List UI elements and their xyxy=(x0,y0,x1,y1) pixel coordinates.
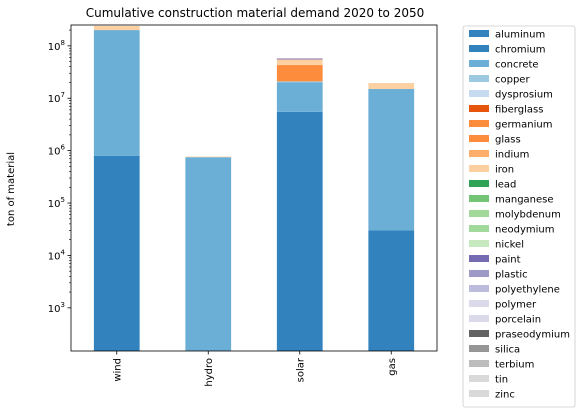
y-tick-label: 106 xyxy=(48,144,66,158)
bar-wind-chromium xyxy=(93,155,140,351)
legend-label-polyethylene: polyethylene xyxy=(495,285,560,296)
legend-label-silica: silica xyxy=(495,345,520,356)
legend-swatch-dysprosium xyxy=(469,90,489,97)
legend-label-paint: paint xyxy=(495,255,521,266)
bar-wind-iron xyxy=(93,25,140,31)
plot-frame xyxy=(70,24,438,352)
legend-swatch-polymer xyxy=(469,300,489,307)
x-tick-label-gas: gas xyxy=(387,358,398,376)
legend-swatch-germanium xyxy=(469,120,489,127)
bar-gas-concrete xyxy=(368,89,415,231)
y-tick-label: 104 xyxy=(48,248,66,262)
legend-label-indium: indium xyxy=(495,150,529,161)
legend-label-lead: lead xyxy=(495,180,516,191)
y-tick-label: 105 xyxy=(48,196,65,210)
legend-label-terbium: terbium xyxy=(495,360,534,371)
legend-swatch-tin xyxy=(469,375,489,382)
bar-gas-chromium xyxy=(368,230,415,351)
legend-swatch-terbium xyxy=(469,360,489,367)
legend-label-aluminum: aluminum xyxy=(495,30,545,41)
legend-label-tin: tin xyxy=(495,375,508,386)
legend-label-molybdenum: molybdenum xyxy=(495,210,561,221)
bar-solar-concrete xyxy=(276,82,323,112)
legend-swatch-polyethylene xyxy=(469,285,489,292)
legend-swatch-plastic xyxy=(469,270,489,277)
y-tick-label: 103 xyxy=(48,301,65,315)
bar-solar-glass xyxy=(276,65,323,82)
legend-swatch-copper xyxy=(469,75,489,82)
legend-swatch-aluminum xyxy=(469,30,489,37)
bar-solar-chromium xyxy=(276,111,323,351)
bar-hydro-concrete xyxy=(185,157,232,351)
y-tick-label: 108 xyxy=(48,39,65,53)
legend-swatch-nickel xyxy=(469,240,489,247)
legend-swatch-zinc xyxy=(469,390,489,397)
legend-swatch-molybdenum xyxy=(469,210,489,217)
x-tick-label-wind: wind xyxy=(112,358,123,382)
legend-label-germanium: germanium xyxy=(495,120,553,131)
legend-swatch-fiberglass xyxy=(469,105,489,112)
bar-wind-concrete xyxy=(93,30,140,156)
legend-label-polymer: polymer xyxy=(495,300,537,311)
legend-label-manganese: manganese xyxy=(495,195,554,206)
legend-swatch-silica xyxy=(469,345,489,352)
y-tick-label: 107 xyxy=(48,91,65,105)
legend-swatch-manganese xyxy=(469,195,489,202)
legend-swatch-iron xyxy=(469,165,489,172)
bar-solar-iron xyxy=(276,59,323,66)
legend-swatch-neodymium xyxy=(469,225,489,232)
bar-gas-iron xyxy=(368,83,415,90)
legend-label-nickel: nickel xyxy=(495,240,524,251)
legend-label-zinc: zinc xyxy=(495,390,515,401)
legend-label-praseodymium: praseodymium xyxy=(495,330,570,341)
legend-swatch-lead xyxy=(469,180,489,187)
legend-swatch-chromium xyxy=(469,45,489,52)
legend-label-plastic: plastic xyxy=(495,270,528,281)
x-axis-ticks: wind hydro solar gas xyxy=(112,351,398,387)
legend-label-concrete: concrete xyxy=(495,60,539,71)
x-tick-label-hydro: hydro xyxy=(204,358,215,387)
chart-title: Cumulative construction material demand … xyxy=(86,6,424,20)
bar-hydro-iron xyxy=(185,156,232,158)
legend-swatch-indium xyxy=(469,150,489,157)
legend-frame xyxy=(462,25,576,408)
legend-label-copper: copper xyxy=(495,75,530,86)
legend-label-chromium: chromium xyxy=(495,45,545,56)
legend-label-glass: glass xyxy=(495,135,521,146)
legend: aluminum chromium concrete copper dysprosium… xyxy=(462,25,576,408)
y-axis-ticks: 103 104 105 106 107 108 xyxy=(48,29,71,315)
legend-label-dysprosium: dysprosium xyxy=(495,90,553,101)
legend-label-neodymium: neodymium xyxy=(495,225,554,236)
legend-swatch-concrete xyxy=(469,60,489,67)
legend-label-fiberglass: fiberglass xyxy=(495,105,543,116)
legend-swatch-glass xyxy=(469,135,489,142)
bar-solar-paint xyxy=(276,58,323,60)
legend-label-iron: iron xyxy=(495,165,514,176)
y-axis-label: ton of material xyxy=(6,152,17,226)
bar-solar-plastic xyxy=(276,58,323,59)
bar-solar-copper xyxy=(276,81,323,83)
bars-layer xyxy=(93,25,415,351)
legend-swatch-paint xyxy=(469,255,489,262)
legend-swatch-porcelain xyxy=(469,315,489,322)
legend-label-porcelain: porcelain xyxy=(495,315,541,326)
legend-swatch-praseodymium xyxy=(469,330,489,337)
x-tick-label-solar: solar xyxy=(295,357,306,382)
